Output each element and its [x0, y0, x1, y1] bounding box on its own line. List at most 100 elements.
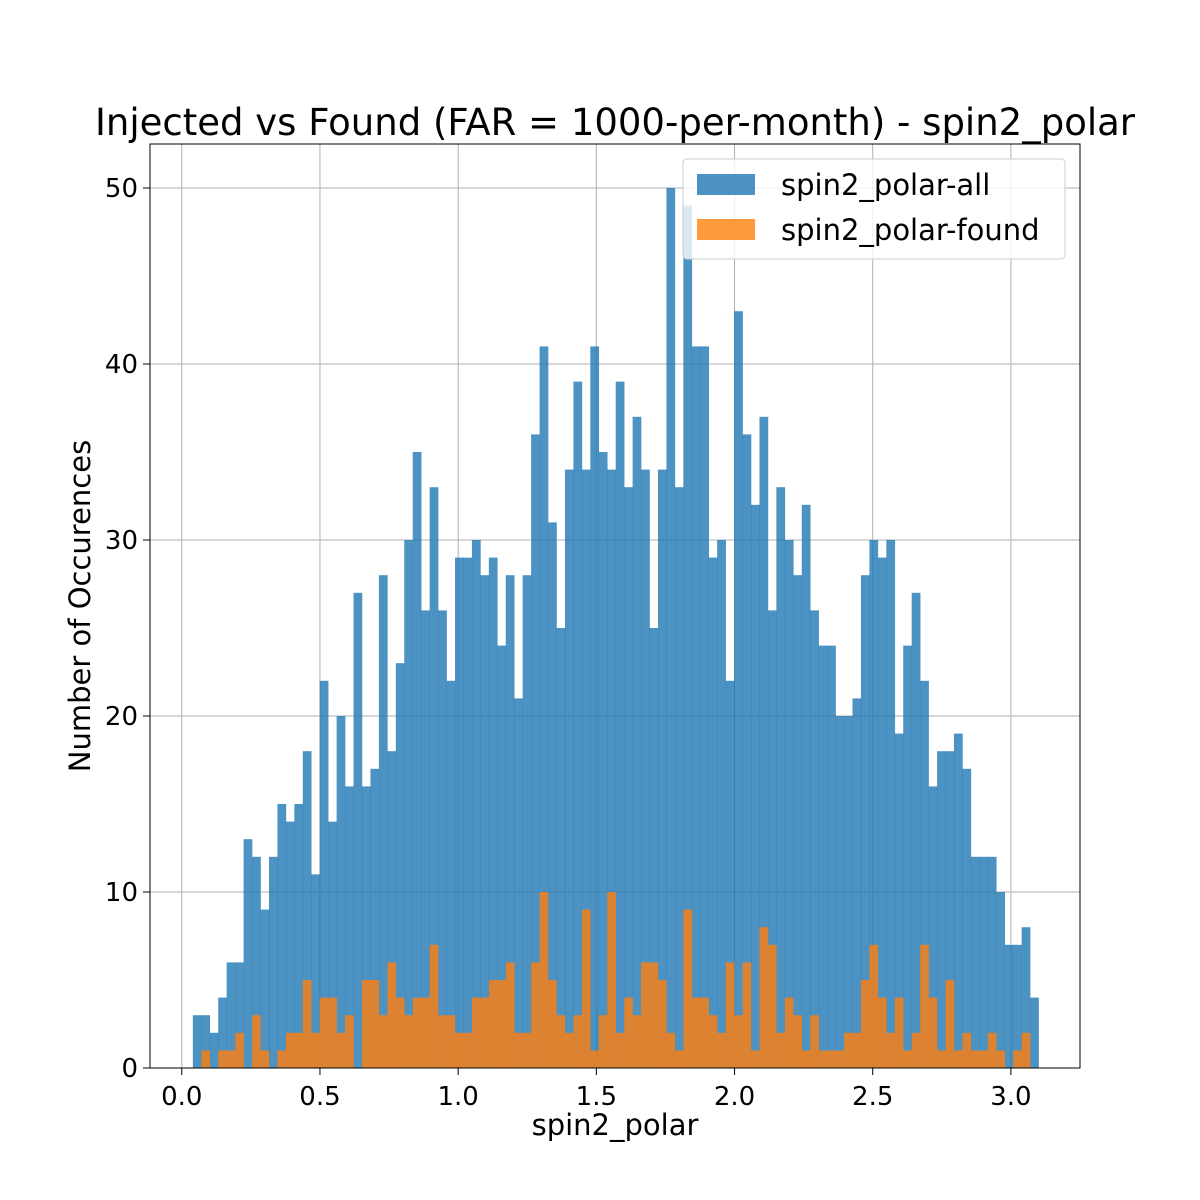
bar-found [277, 1050, 287, 1068]
bar-layer [192, 188, 1039, 1069]
bar-found [751, 1050, 760, 1068]
bar-all [920, 680, 929, 1068]
bar-all [573, 381, 583, 1069]
bar-all [395, 663, 405, 1068]
bar-found [438, 1015, 447, 1068]
bar-all [277, 804, 287, 1068]
x-tick-label: 1.0 [437, 1082, 478, 1112]
bar-all [624, 487, 633, 1068]
bar-found [311, 1032, 320, 1068]
bar-found [531, 962, 540, 1068]
bar-found [471, 997, 481, 1068]
plot-frame [149, 143, 1081, 1069]
bar-all [818, 645, 828, 1068]
bar-found [328, 997, 337, 1068]
legend-frame [682, 158, 1066, 260]
bar-found [801, 1050, 811, 1068]
bar-found [818, 1050, 828, 1068]
chart-title: Injected vs Found (FAR = 1000-per-month)… [95, 101, 1136, 144]
bar-found [844, 1032, 853, 1068]
x-tick-label: 3.0 [990, 1082, 1031, 1112]
bar-all [497, 645, 507, 1068]
bar-all [421, 610, 430, 1068]
bar-found [886, 1032, 896, 1068]
bar-all [835, 716, 845, 1068]
bar-found [734, 1015, 743, 1068]
bar-found [201, 1050, 211, 1068]
bar-found [421, 997, 430, 1068]
bar-found [1021, 1032, 1031, 1068]
bar-all [776, 487, 786, 1068]
bar-found [505, 962, 515, 1068]
bar-all [429, 487, 439, 1068]
bar-all [987, 856, 997, 1068]
bar-all [438, 610, 447, 1068]
bar-found [835, 1050, 845, 1068]
bar-all [252, 856, 261, 1068]
bar-all [556, 628, 566, 1068]
bar-all [361, 786, 371, 1068]
bar-found [1013, 1050, 1022, 1068]
bar-found [683, 909, 693, 1068]
bar-all [201, 1015, 211, 1068]
bar-all [683, 205, 693, 1069]
bar-all [412, 452, 422, 1068]
bar-found [497, 980, 507, 1068]
bar-all [937, 751, 946, 1068]
bar-all [979, 856, 989, 1068]
bar-all [581, 469, 591, 1069]
bar-all [945, 751, 955, 1068]
x-tick-label: 0.5 [299, 1082, 340, 1112]
x-tick-label: 0.0 [161, 1082, 202, 1112]
bar-found [302, 980, 312, 1068]
bar-all [598, 452, 608, 1068]
bar-found [742, 962, 752, 1068]
bar-all [260, 909, 270, 1068]
bar-found [387, 962, 397, 1068]
bar-all [218, 997, 227, 1068]
bar-found [953, 1050, 963, 1068]
bar-all [370, 768, 380, 1068]
bar-found [294, 1032, 304, 1068]
bar-found [548, 980, 557, 1068]
bar-found [581, 909, 591, 1068]
x-axis-label: spin2_polar [532, 1108, 699, 1142]
bar-all [674, 487, 684, 1068]
bar-all [285, 821, 295, 1068]
bar-found [860, 980, 870, 1068]
bar-all [311, 874, 320, 1068]
bar-found [827, 1050, 836, 1068]
bar-all [657, 469, 667, 1069]
bar-all [742, 434, 752, 1068]
legend-swatch-found [697, 219, 755, 240]
bar-found [361, 980, 371, 1068]
bar-found [252, 1015, 261, 1068]
bar-all [691, 346, 701, 1068]
bar-all [767, 610, 777, 1068]
bar-all [345, 786, 354, 1068]
bar-found [962, 1032, 972, 1068]
bar-all [1004, 944, 1014, 1068]
bar-found [657, 980, 667, 1068]
bar-found [429, 944, 439, 1068]
bar-all [793, 575, 803, 1068]
bar-all [1030, 997, 1039, 1068]
bar-all [894, 733, 904, 1068]
bar-found [590, 1050, 600, 1068]
bar-found [987, 1032, 997, 1068]
bar-all [717, 540, 726, 1068]
axis-ticks: 0.0 0.5 1.0 1.5 2.0 2.5 3.0 0 10 20 30 40 50 [105, 174, 1032, 1112]
bar-found [979, 1050, 989, 1068]
bar-all [404, 540, 414, 1068]
bar-all [641, 469, 650, 1069]
bar-found [793, 1015, 803, 1068]
series-spin2_polar-all [192, 188, 1039, 1069]
bar-all [378, 575, 388, 1068]
bar-all [877, 557, 887, 1068]
legend-swatch-all [697, 174, 755, 195]
bar-all [860, 575, 870, 1068]
bar-all [463, 557, 473, 1068]
bar-all [953, 733, 963, 1068]
bar-found [488, 980, 498, 1068]
